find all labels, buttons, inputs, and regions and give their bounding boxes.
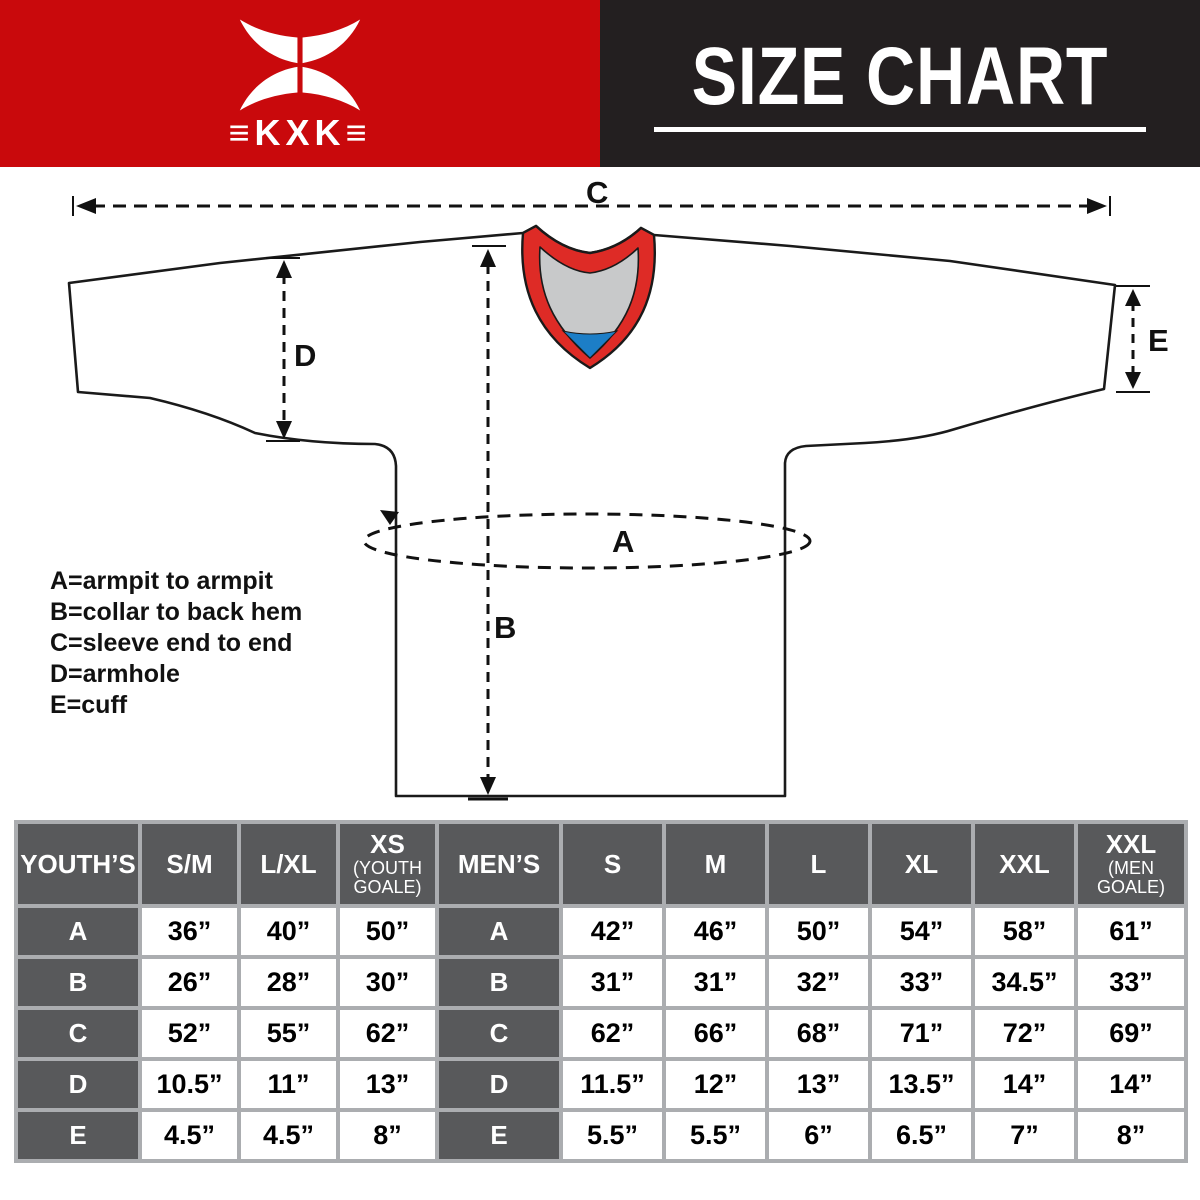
legend-line-e: E=cuff — [50, 691, 128, 719]
size-cell: 13” — [769, 1061, 868, 1108]
size-cell: 5.5” — [666, 1112, 765, 1159]
size-cell: 31” — [563, 959, 662, 1006]
label-d: D — [294, 338, 317, 373]
size-cell: 10.5” — [142, 1061, 237, 1108]
youth-row-label: B — [18, 959, 138, 1006]
size-cell: 54” — [872, 908, 971, 955]
collar-trim — [521, 224, 656, 370]
size-cell: 26” — [142, 959, 237, 1006]
collar-insert — [561, 330, 619, 359]
size-cell: 7” — [975, 1112, 1074, 1159]
size-cell: 36” — [142, 908, 237, 955]
men-section-header: MEN’S — [439, 824, 559, 904]
brand-logo-text: ≡KXK≡ — [228, 111, 372, 153]
men-row-label: D — [439, 1061, 559, 1108]
label-a: A — [612, 524, 635, 559]
size-cell: 8” — [340, 1112, 435, 1159]
size-cell: 6” — [769, 1112, 868, 1159]
col-header-xl: XL — [872, 824, 971, 904]
youth-row-label: E — [18, 1112, 138, 1159]
table-row-b: B 26” 28” 30” B 31” 31” 32” 33” 34.5” 33… — [18, 959, 1184, 1006]
size-cell: 12” — [666, 1061, 765, 1108]
size-cell: 72” — [975, 1010, 1074, 1057]
size-cell: 42” — [563, 908, 662, 955]
size-cell: 32” — [769, 959, 868, 1006]
size-cell: 11” — [241, 1061, 336, 1108]
size-table: YOUTH’S S/M L/XL XS (YOUTH GOALE) MEN’S … — [14, 820, 1188, 1163]
size-cell: 30” — [340, 959, 435, 1006]
col-header-s: S — [563, 824, 662, 904]
size-cell: 68” — [769, 1010, 868, 1057]
col-header-sm: S/M — [142, 824, 237, 904]
measurement-legend: A=armpit to armpit B=collar to back hem … — [50, 566, 302, 721]
size-cell: 33” — [1078, 959, 1184, 1006]
legend-line-b: B=collar to back hem — [50, 598, 303, 626]
size-cell: 50” — [340, 908, 435, 955]
header-title-panel: SIZE CHART — [600, 0, 1200, 167]
label-e: E — [1148, 323, 1169, 358]
men-row-label: A — [439, 908, 559, 955]
size-cell: 6.5” — [872, 1112, 971, 1159]
table-row-a: A 36” 40” 50” A 42” 46” 50” 54” 58” 61” — [18, 908, 1184, 955]
size-cell: 4.5” — [142, 1112, 237, 1159]
size-cell: 31” — [666, 959, 765, 1006]
size-cell: 13.5” — [872, 1061, 971, 1108]
legend-line-c: C=sleeve end to end — [50, 629, 293, 657]
size-cell: 28” — [241, 959, 336, 1006]
size-cell: 62” — [340, 1010, 435, 1057]
size-cell: 34.5” — [975, 959, 1074, 1006]
collar-inner — [538, 246, 640, 359]
size-cell: 14” — [1078, 1061, 1184, 1108]
kxk-butterfly-logo-icon — [239, 19, 361, 110]
size-cell: 52” — [142, 1010, 237, 1057]
size-table-wrap: YOUTH’S S/M L/XL XS (YOUTH GOALE) MEN’S … — [14, 820, 1188, 1163]
col-header-l: L — [769, 824, 868, 904]
men-row-label: B — [439, 959, 559, 1006]
table-row-e: E 4.5” 4.5” 8” E 5.5” 5.5” 6” 6.5” 7” 8” — [18, 1112, 1184, 1159]
size-cell: 11.5” — [563, 1061, 662, 1108]
size-cell: 69” — [1078, 1010, 1184, 1057]
size-cell: 61” — [1078, 908, 1184, 955]
size-cell: 58” — [975, 908, 1074, 955]
table-row-c: C 52” 55” 62” C 62” 66” 68” 71” 72” 69” — [18, 1010, 1184, 1057]
youth-section-header: YOUTH’S — [18, 824, 138, 904]
measure-arrow-b — [468, 245, 508, 801]
legend-line-a: A=armpit to armpit — [50, 567, 273, 595]
size-cell: 13” — [340, 1061, 435, 1108]
size-cell: 46” — [666, 908, 765, 955]
label-c: C — [586, 175, 609, 210]
size-cell: 71” — [872, 1010, 971, 1057]
size-cell: 50” — [769, 908, 868, 955]
size-cell: 55” — [241, 1010, 336, 1057]
table-header-row: YOUTH’S S/M L/XL XS (YOUTH GOALE) MEN’S … — [18, 824, 1184, 904]
youth-row-label: C — [18, 1010, 138, 1057]
measure-ellipse-a — [362, 510, 812, 570]
men-row-label: C — [439, 1010, 559, 1057]
col-header-xs-goalie: XS (YOUTH GOALE) — [340, 824, 435, 904]
title-underline — [654, 126, 1146, 132]
measure-arrow-e — [1116, 285, 1150, 393]
size-cell: 40” — [241, 908, 336, 955]
label-b: B — [494, 610, 517, 645]
men-row-label: E — [439, 1112, 559, 1159]
size-cell: 33” — [872, 959, 971, 1006]
col-header-m: M — [666, 824, 765, 904]
page-title: SIZE CHART — [691, 30, 1109, 122]
legend-line-d: D=armhole — [50, 660, 180, 688]
youth-row-label: D — [18, 1061, 138, 1108]
youth-row-label: A — [18, 908, 138, 955]
size-cell: 66” — [666, 1010, 765, 1057]
col-header-lxl: L/XL — [241, 824, 336, 904]
size-cell: 62” — [563, 1010, 662, 1057]
table-row-d: D 10.5” 11” 13” D 11.5” 12” 13” 13.5” 14… — [18, 1061, 1184, 1108]
size-cell: 4.5” — [241, 1112, 336, 1159]
size-cell: 8” — [1078, 1112, 1184, 1159]
col-header-xxl-goalie: XXL (MEN GOALE) — [1078, 824, 1184, 904]
size-cell: 5.5” — [563, 1112, 662, 1159]
header-brand-panel: ≡KXK≡ — [0, 0, 600, 167]
size-cell: 14” — [975, 1061, 1074, 1108]
col-header-xxl: XXL — [975, 824, 1074, 904]
